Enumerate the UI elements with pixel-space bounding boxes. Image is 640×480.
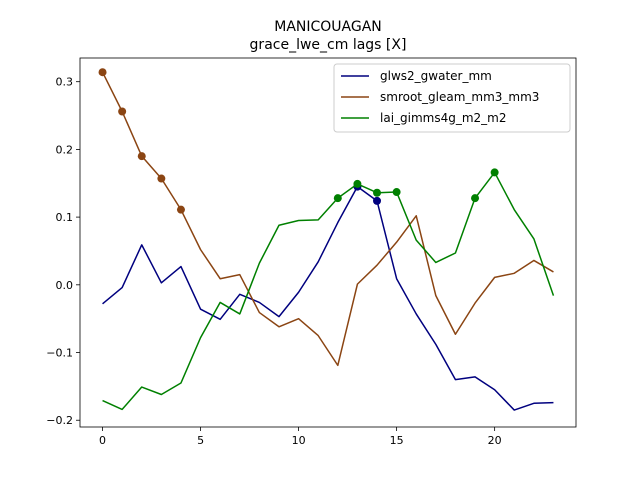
y-tick-label: −0.1 [46, 347, 73, 360]
series-line-2 [102, 171, 555, 411]
legend-label: smroot_gleam_mm3_mm3 [380, 90, 539, 104]
series-line-1 [101, 71, 554, 367]
x-tick-label: 20 [488, 434, 502, 447]
series-1-marker [176, 205, 185, 214]
x-tick-label: 10 [292, 434, 306, 447]
series-2-marker [373, 188, 382, 197]
series-1-marker [98, 68, 107, 77]
series-1-marker [118, 107, 127, 116]
series-2-marker [392, 188, 401, 197]
legend-label: glws2_gwater_mm [380, 69, 492, 83]
plot-frame [79, 57, 577, 428]
series-2-marker [490, 168, 499, 177]
series-0-marker [373, 196, 382, 205]
y-tick-label: −0.2 [46, 414, 73, 427]
series-2-marker [333, 194, 342, 203]
series-2-marker [353, 179, 362, 188]
x-tick-label: 15 [390, 434, 404, 447]
series-1-marker [157, 174, 166, 183]
x-tick-label: 5 [197, 434, 204, 447]
y-tick-label: 0.2 [56, 143, 74, 156]
chart-title: MANICOUAGAN [274, 19, 382, 35]
y-tick-label: 0.3 [56, 76, 74, 89]
y-tick-label: 0.1 [56, 211, 74, 224]
y-tick-label: 0.0 [56, 279, 74, 292]
series-line-0 [102, 185, 554, 411]
plot-area: 0 5 10 15 20 −0.2 −0.1 0.0 0.1 0.2 0.3 [46, 57, 577, 447]
chart-subtitle: grace_lwe_cm lags [X] [250, 37, 407, 53]
legend-label: lai_gimms4g_m2_m2 [380, 111, 507, 125]
x-tick-label: 0 [99, 434, 106, 447]
series-1-marker [137, 152, 146, 161]
series-2-marker [471, 194, 480, 203]
legend: glws2_gwater_mm smroot_gleam_mm3_mm3 lai_g… [333, 63, 571, 133]
legend-box [333, 63, 571, 133]
